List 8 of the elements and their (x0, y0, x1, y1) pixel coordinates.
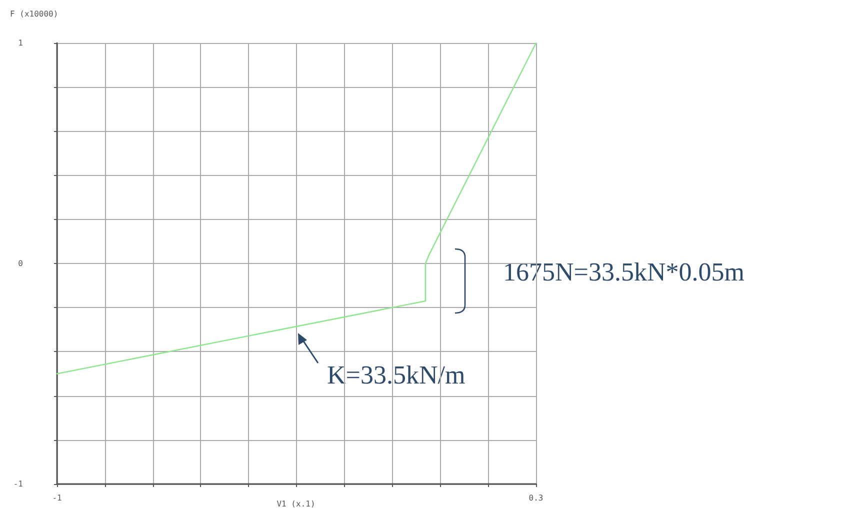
y-axis-title: F (x10000) (10, 10, 58, 18)
annotation: 1675N=33.5kN*0.05m (503, 258, 744, 286)
y-tick-label: 1 (18, 38, 24, 48)
x-axis-title: V1 (x.1) (276, 500, 316, 508)
annotation: K=33.5kN/m (327, 360, 466, 390)
x-tick-label: 0.3 (528, 494, 544, 502)
y-tick-label: -1 (13, 480, 24, 488)
y-tick-label: 0 (18, 259, 24, 268)
